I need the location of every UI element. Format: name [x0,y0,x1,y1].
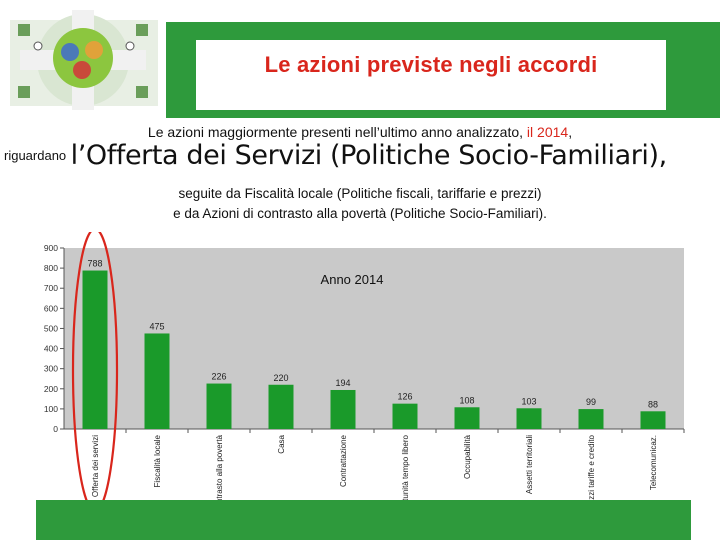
bar [144,333,170,429]
category-label: Assetti territoriali [525,435,534,494]
footer-strip [36,500,691,540]
bar-value-label: 220 [273,373,288,383]
y-tick-label: 700 [44,283,58,293]
y-tick-label: 900 [44,243,58,253]
detail-line-2: e da Azioni di contrasto alla povertà (P… [173,206,547,221]
bar-value-label: 108 [459,395,474,405]
headline-prefix: riguardano [4,148,67,163]
bar-value-label: 99 [586,397,596,407]
bar-value-label: 126 [397,392,412,402]
bar [640,411,666,429]
bar [330,389,356,429]
bar-value-label: 88 [648,399,658,409]
intro-year: il 2014 [526,124,569,140]
bar-value-label: 788 [87,259,102,269]
y-tick-label: 300 [44,364,58,374]
category-label: Casa [277,434,286,453]
y-tick-label: 600 [44,303,58,313]
y-tick-label: 100 [44,404,58,414]
bar [516,408,542,429]
category-label: Telecomunicaz. [649,435,658,490]
category-label: Contrattazione [339,434,348,487]
bar [454,407,480,429]
detail-line-1: seguite da Fiscalità locale (Politiche f… [178,186,542,201]
bar-chart: 0 100 200 300 400 500 600 700 800 900 788 Offerta d… [44,232,685,502]
y-tick-label: 400 [44,344,58,354]
intro-suffix: , [568,124,573,140]
category-label: Opportunità tempo libero [401,434,410,502]
category-label: Offerta dei servizi [91,435,100,497]
bar-value-label: 475 [149,321,164,331]
category-label: Prezzi tariffe e credito [587,434,596,502]
bar-value-label: 103 [521,396,536,406]
y-tick-label: 800 [44,263,58,273]
bar-value-label: 226 [211,372,226,382]
highlight-ellipse [71,232,119,502]
category-label: Contrasto alla povertà [215,434,224,502]
headline-line: riguardano l’Offerta dei Servizi (Politi… [4,140,720,171]
logo-image [0,0,166,118]
bar-value-label: 194 [335,378,350,388]
bar [578,409,604,429]
slide-title: Le azioni previste negli accordi [264,52,598,77]
bar [392,403,418,429]
bar [206,383,232,429]
title-box [196,40,666,110]
intro-prefix: Le azioni maggiormente presenti nell’ult… [147,124,527,140]
bar [82,270,108,429]
detail-lines: seguite da Fiscalità locale (Politiche f… [0,184,720,224]
category-label: Fiscalità locale [153,434,162,487]
y-tick-label: 500 [44,323,58,333]
headline-main: l’Offerta dei Servizi (Politiche Socio-F… [70,140,668,171]
bar [268,384,294,429]
y-tick-label: 0 [53,424,58,434]
chart-annotation: Anno 2014 [321,272,384,287]
y-tick-label: 200 [44,384,58,394]
category-label: Occupabilità [463,434,472,479]
intro-line: Le azioni maggiormente presenti nell’ult… [0,124,720,140]
